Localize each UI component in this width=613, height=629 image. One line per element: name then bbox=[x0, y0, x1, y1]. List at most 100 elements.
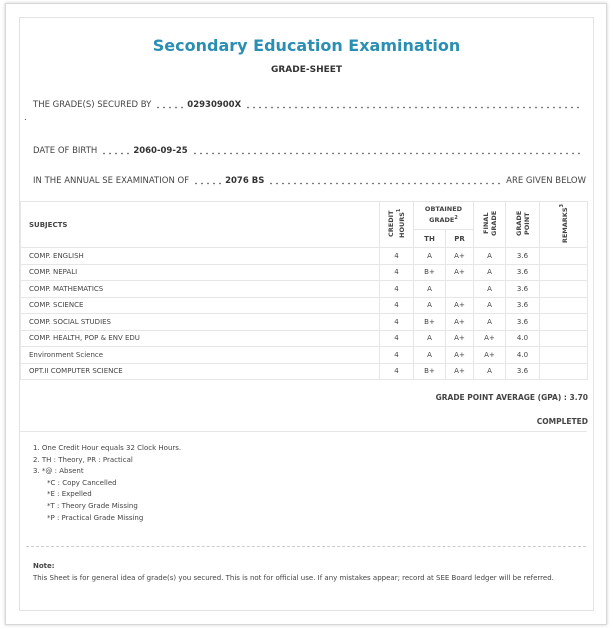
remarks-cell bbox=[539, 313, 588, 331]
cell: A+ bbox=[473, 329, 506, 347]
remarks-cell bbox=[539, 329, 588, 347]
cell: B+ bbox=[413, 362, 446, 380]
suffix: ARE GIVEN BELOW bbox=[506, 176, 586, 186]
cell: 4 bbox=[379, 263, 414, 281]
footnote-ref: 1 bbox=[395, 208, 402, 213]
label: THE GRADE(S) SECURED BY bbox=[33, 100, 152, 110]
row: COMP. HEALTH, POP & ENV EDU 4 A A+ A+ 4.0 bbox=[20, 329, 588, 347]
cell: 4 bbox=[379, 346, 414, 364]
label: IN THE ANNUAL SE EXAMINATION OF bbox=[33, 176, 190, 186]
header: GRADE POINT bbox=[514, 210, 531, 237]
subject: COMP. NEPALI bbox=[20, 263, 380, 281]
cell: A bbox=[413, 346, 446, 364]
note-title: Note: bbox=[33, 562, 55, 570]
info-line: DATE OF BIRTH 2060-09-25 bbox=[33, 145, 586, 157]
cell: 4.0 bbox=[505, 346, 540, 364]
gpa: GRADE POINT AVERAGE (GPA) : 3.70 bbox=[435, 393, 588, 402]
note-text: This Sheet is for general idea of grade(… bbox=[33, 574, 554, 582]
subject: OPT.II COMPUTER SCIENCE bbox=[20, 362, 380, 380]
remarks-cell bbox=[539, 296, 588, 314]
info-line: IN THE ANNUAL SE EXAMINATION OF 2076 BS AR… bbox=[33, 175, 586, 187]
header: TH bbox=[413, 229, 446, 248]
cell: 4 bbox=[379, 280, 414, 298]
row: COMP. MATHEMATICS 4 A A 3.6 bbox=[20, 280, 588, 298]
footnote: 1. One Credit Hour equals 32 Clock Hours… bbox=[33, 444, 182, 452]
footnote: *T : Theory Grade Missing bbox=[47, 501, 138, 510]
row: OPT.II COMPUTER SCIENCE 4 B+ A+ A 3.6 bbox=[20, 362, 588, 380]
cell: A bbox=[473, 313, 506, 331]
cell: 4 bbox=[379, 313, 414, 331]
cell: A bbox=[413, 329, 446, 347]
header: FINAL GRADE bbox=[481, 210, 498, 237]
subject: COMP. ENGLISH bbox=[20, 247, 380, 265]
subject: COMP. MATHEMATICS bbox=[20, 280, 380, 298]
cell: A+ bbox=[445, 362, 474, 380]
cell: 4 bbox=[379, 247, 414, 265]
cell: A bbox=[413, 296, 446, 314]
subject: COMP. SOCIAL STUDIES bbox=[20, 313, 380, 331]
subtitle: GRADE-SHEET bbox=[270, 65, 343, 75]
footnote: *C : Copy Cancelled bbox=[47, 478, 117, 487]
panel bbox=[19, 17, 594, 611]
footnotes: 1. One Credit Hour equals 32 Clock Hours… bbox=[33, 443, 181, 524]
cell: 4 bbox=[379, 329, 414, 347]
frame bbox=[5, 3, 607, 625]
cell: A bbox=[473, 263, 506, 281]
subject: COMP. SCIENCE bbox=[20, 296, 380, 314]
cell: B+ bbox=[413, 313, 446, 331]
value: 2060-09-25 bbox=[133, 146, 188, 156]
cell: 3.6 bbox=[505, 247, 540, 265]
cell: 3.6 bbox=[505, 296, 540, 314]
cell: 4 bbox=[379, 362, 414, 380]
remarks-cell bbox=[539, 280, 588, 298]
cell: 3.6 bbox=[505, 362, 540, 380]
footnote-ref: 3 bbox=[558, 203, 565, 208]
footnote: *P : Practical Grade Missing bbox=[47, 513, 144, 522]
header: PR bbox=[445, 229, 474, 248]
title: Secondary Education Examination bbox=[152, 36, 461, 55]
header: CREDIT HOURS bbox=[386, 210, 407, 239]
status: COMPLETED bbox=[536, 417, 588, 426]
remarks-cell bbox=[539, 263, 588, 281]
footnote: 3. *@ : Absent bbox=[33, 467, 84, 476]
cell: B+ bbox=[413, 263, 446, 281]
footnote-ref: 2 bbox=[454, 215, 458, 222]
row: COMP. ENGLISH 4 A A+ A 3.6 bbox=[20, 247, 588, 265]
cell: A+ bbox=[445, 313, 474, 331]
cell: A+ bbox=[445, 263, 474, 281]
cell: A+ bbox=[445, 247, 474, 265]
cell: 4 bbox=[379, 296, 414, 314]
row: COMP. SCIENCE 4 A A+ A 3.6 bbox=[20, 296, 588, 314]
cell: A bbox=[473, 280, 506, 298]
info-line: THE GRADE(S) SECURED BY 02930900X bbox=[33, 99, 586, 111]
row: Environment Science 4 A A+ A+ 4.0 bbox=[20, 346, 588, 364]
footnote: *E : Expelled bbox=[47, 490, 92, 499]
remarks-cell bbox=[539, 362, 588, 380]
value: 02930900X bbox=[187, 100, 242, 110]
cell: A+ bbox=[445, 329, 474, 347]
value: 2076 BS bbox=[225, 176, 265, 186]
label: DATE OF BIRTH bbox=[33, 146, 98, 156]
cell: 3.6 bbox=[505, 313, 540, 331]
header: OBTAINED GRADE bbox=[424, 205, 463, 225]
cell bbox=[445, 280, 474, 298]
subject: COMP. HEALTH, POP & ENV EDU bbox=[20, 329, 380, 347]
cell: A+ bbox=[473, 346, 506, 364]
header: SUBJECTS bbox=[20, 201, 380, 248]
cell: 4.0 bbox=[505, 329, 540, 347]
header: REMARKS bbox=[561, 207, 570, 244]
cell: A bbox=[413, 280, 446, 298]
row: COMP. SOCIAL STUDIES 4 B+ A+ A 3.6 bbox=[20, 313, 588, 331]
cell: 3.6 bbox=[505, 263, 540, 281]
grade-table: SUBJECTS CREDIT HOURS1 OBTAINED GRADE2 F… bbox=[20, 201, 588, 380]
row: COMP. NEPALI 4 B+ A+ A 3.6 bbox=[20, 263, 588, 281]
cell: A bbox=[473, 296, 506, 314]
cell: 3.6 bbox=[505, 280, 540, 298]
cell: A+ bbox=[445, 346, 474, 364]
cell: A+ bbox=[445, 296, 474, 314]
cell: A bbox=[413, 247, 446, 265]
cell: A bbox=[473, 362, 506, 380]
footnote: 2. TH : Theory, PR : Practical bbox=[33, 455, 133, 464]
subject: Environment Science bbox=[20, 346, 380, 364]
